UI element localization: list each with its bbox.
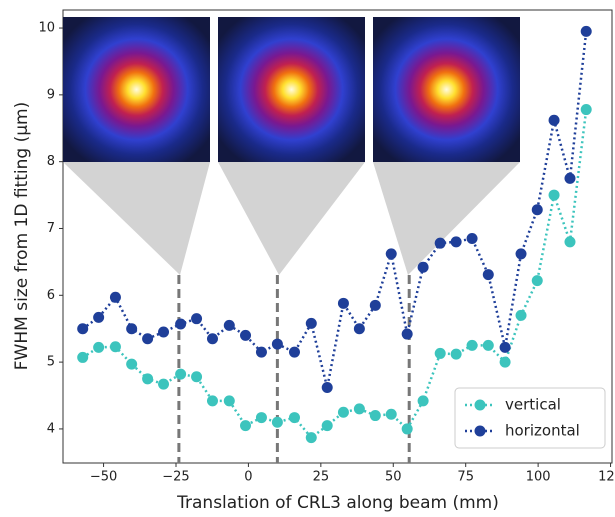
- data-point: [191, 313, 203, 325]
- data-point: [109, 291, 121, 303]
- x-tick-label: 50: [385, 470, 402, 485]
- data-point: [158, 378, 170, 390]
- data-point: [321, 420, 333, 432]
- beam-image: [218, 17, 365, 162]
- data-point: [466, 233, 478, 245]
- data-point: [385, 248, 397, 260]
- data-point: [564, 236, 576, 248]
- data-point: [482, 269, 494, 281]
- data-point: [158, 326, 170, 338]
- data-point: [531, 275, 543, 287]
- data-point: [93, 341, 105, 353]
- x-axis-label: Translation of CRL3 along beam (mm): [176, 493, 499, 513]
- data-point: [337, 297, 349, 309]
- data-point: [531, 204, 543, 216]
- y-axis-label: FWHM size from 1D fitting (µm): [12, 102, 32, 370]
- data-point: [240, 329, 252, 341]
- data-point: [142, 333, 154, 345]
- y-tick-label: 8: [47, 154, 55, 169]
- legend-box: [454, 387, 606, 449]
- data-point: [240, 420, 252, 432]
- y-tick-label: 10: [38, 21, 55, 36]
- data-point: [206, 333, 218, 345]
- data-point: [271, 416, 283, 428]
- legend-label: vertical: [505, 396, 561, 414]
- x-tick-label: 25: [313, 470, 330, 485]
- data-point: [369, 410, 381, 422]
- data-point: [417, 261, 429, 273]
- data-point: [321, 382, 333, 393]
- data-point: [175, 318, 187, 330]
- data-point: [401, 423, 413, 435]
- beam-image: [63, 17, 210, 162]
- data-point: [93, 311, 105, 323]
- data-point: [337, 406, 349, 418]
- data-point: [206, 395, 218, 407]
- data-point: [126, 358, 138, 370]
- x-tick-label: 0: [244, 470, 252, 485]
- data-point: [466, 339, 478, 351]
- data-point: [434, 347, 446, 359]
- inset-callout: [218, 162, 365, 275]
- data-point: [434, 237, 446, 249]
- data-point: [450, 236, 462, 248]
- data-point: [353, 323, 365, 335]
- data-point: [77, 351, 89, 363]
- data-point: [305, 317, 317, 329]
- data-point: [450, 348, 462, 360]
- data-point: [515, 248, 527, 260]
- data-point: [77, 323, 89, 335]
- data-point: [109, 341, 121, 353]
- y-tick-label: 7: [47, 221, 55, 236]
- legend-marker: [474, 425, 486, 437]
- data-point: [548, 114, 560, 126]
- data-point: [255, 346, 267, 358]
- x-tick-label: 75: [457, 470, 474, 485]
- data-point: [223, 395, 235, 407]
- data-point: [548, 189, 560, 201]
- data-point: [353, 403, 365, 415]
- y-tick-label: 5: [47, 355, 55, 370]
- data-point: [580, 25, 592, 37]
- data-point: [305, 432, 317, 444]
- data-point: [223, 319, 235, 331]
- data-point: [401, 328, 413, 340]
- data-point: [499, 341, 511, 353]
- data-point: [271, 338, 283, 350]
- data-point: [288, 346, 300, 358]
- y-tick-label: 6: [47, 288, 55, 303]
- data-point: [515, 309, 527, 321]
- data-point: [580, 104, 592, 116]
- x-tick-label: 100: [526, 470, 551, 485]
- insets: [63, 17, 520, 275]
- legend-label: horizontal: [505, 422, 580, 440]
- data-point: [255, 412, 267, 424]
- data-point: [417, 395, 429, 407]
- data-point: [191, 371, 203, 383]
- inset-callout: [373, 162, 520, 275]
- data-point: [499, 356, 511, 368]
- y-tick-label: 9: [47, 87, 55, 102]
- data-point: [369, 299, 381, 311]
- y-tick-label: 4: [47, 421, 55, 436]
- data-point: [385, 408, 397, 420]
- data-point: [564, 172, 576, 184]
- legend-marker: [474, 399, 486, 411]
- data-point: [482, 339, 494, 351]
- data-point: [126, 323, 138, 335]
- data-point: [288, 412, 300, 424]
- inset-callout: [63, 162, 210, 275]
- data-point: [142, 373, 154, 385]
- x-tick-label: 125: [598, 470, 615, 485]
- data-point: [175, 368, 187, 380]
- x-tick-label: −25: [162, 470, 189, 485]
- beam-image: [373, 17, 520, 162]
- x-tick-label: −50: [90, 470, 117, 485]
